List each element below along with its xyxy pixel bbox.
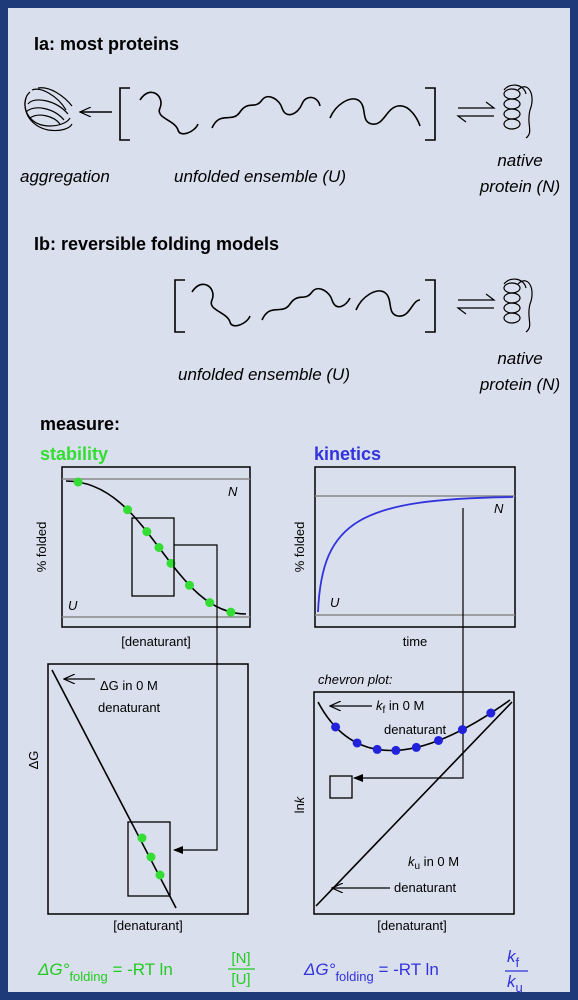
label: unfolded ensemble (U) — [174, 167, 346, 186]
page: { "panel_a": { "title": "Ia: most protei… — [0, 0, 578, 1000]
axis-label: [denaturant] — [113, 918, 182, 933]
axis-label: time — [403, 634, 428, 649]
point — [486, 709, 495, 718]
note: ΔG in 0 M — [100, 678, 158, 693]
label: protein (N) — [479, 375, 560, 394]
symbol: ΔG° — [37, 960, 70, 979]
point — [74, 477, 83, 486]
point — [353, 738, 362, 747]
frame — [4, 4, 574, 996]
numerator: [N] — [231, 950, 250, 967]
point — [412, 743, 421, 752]
caption: chevron plot: — [318, 672, 393, 687]
axis-label: % folded — [34, 522, 49, 573]
subscript: u — [516, 980, 523, 995]
diagram: Ia: most proteins aggregation unfolded e… — [0, 0, 578, 1000]
text: = -RT ln — [108, 960, 173, 979]
label: U — [68, 598, 78, 613]
section-title: Ia: most proteins — [34, 34, 179, 54]
text: in 0 M — [420, 854, 459, 869]
label: aggregation — [20, 167, 110, 186]
heading: stability — [40, 444, 108, 464]
axis-label: lnk — [292, 795, 307, 813]
heading: measure: — [40, 414, 120, 434]
point — [331, 722, 340, 731]
subscript: f — [516, 955, 520, 970]
axis-label: [denaturant] — [121, 634, 190, 649]
note: denaturant — [384, 722, 447, 737]
point — [142, 527, 151, 536]
label: native — [497, 349, 542, 368]
point — [185, 581, 194, 590]
axis-label: ΔG — [26, 751, 41, 770]
label: protein (N) — [479, 177, 560, 196]
label: N — [494, 501, 504, 516]
subscript: folding — [69, 969, 107, 984]
label: N — [228, 484, 238, 499]
text: in 0 M — [385, 698, 424, 713]
point — [123, 505, 132, 514]
point — [226, 608, 235, 617]
denominator: [U] — [231, 971, 250, 988]
label: U — [330, 595, 340, 610]
point — [155, 543, 164, 552]
note: denaturant — [394, 880, 457, 895]
label: unfolded ensemble (U) — [178, 365, 350, 384]
symbol: ΔG° — [303, 960, 336, 979]
axis-label: [denaturant] — [377, 918, 446, 933]
label: native — [497, 151, 542, 170]
section-title: Ib: reversible folding models — [34, 234, 279, 254]
subscript: folding — [335, 969, 373, 984]
text: ln — [292, 803, 307, 813]
point — [458, 725, 467, 734]
point — [391, 746, 400, 755]
axis-label: % folded — [292, 522, 307, 573]
text: = -RT ln — [374, 960, 439, 979]
note: denaturant — [98, 700, 161, 715]
point — [205, 598, 214, 607]
heading: kinetics — [314, 444, 381, 464]
point — [373, 745, 382, 754]
point — [434, 736, 443, 745]
